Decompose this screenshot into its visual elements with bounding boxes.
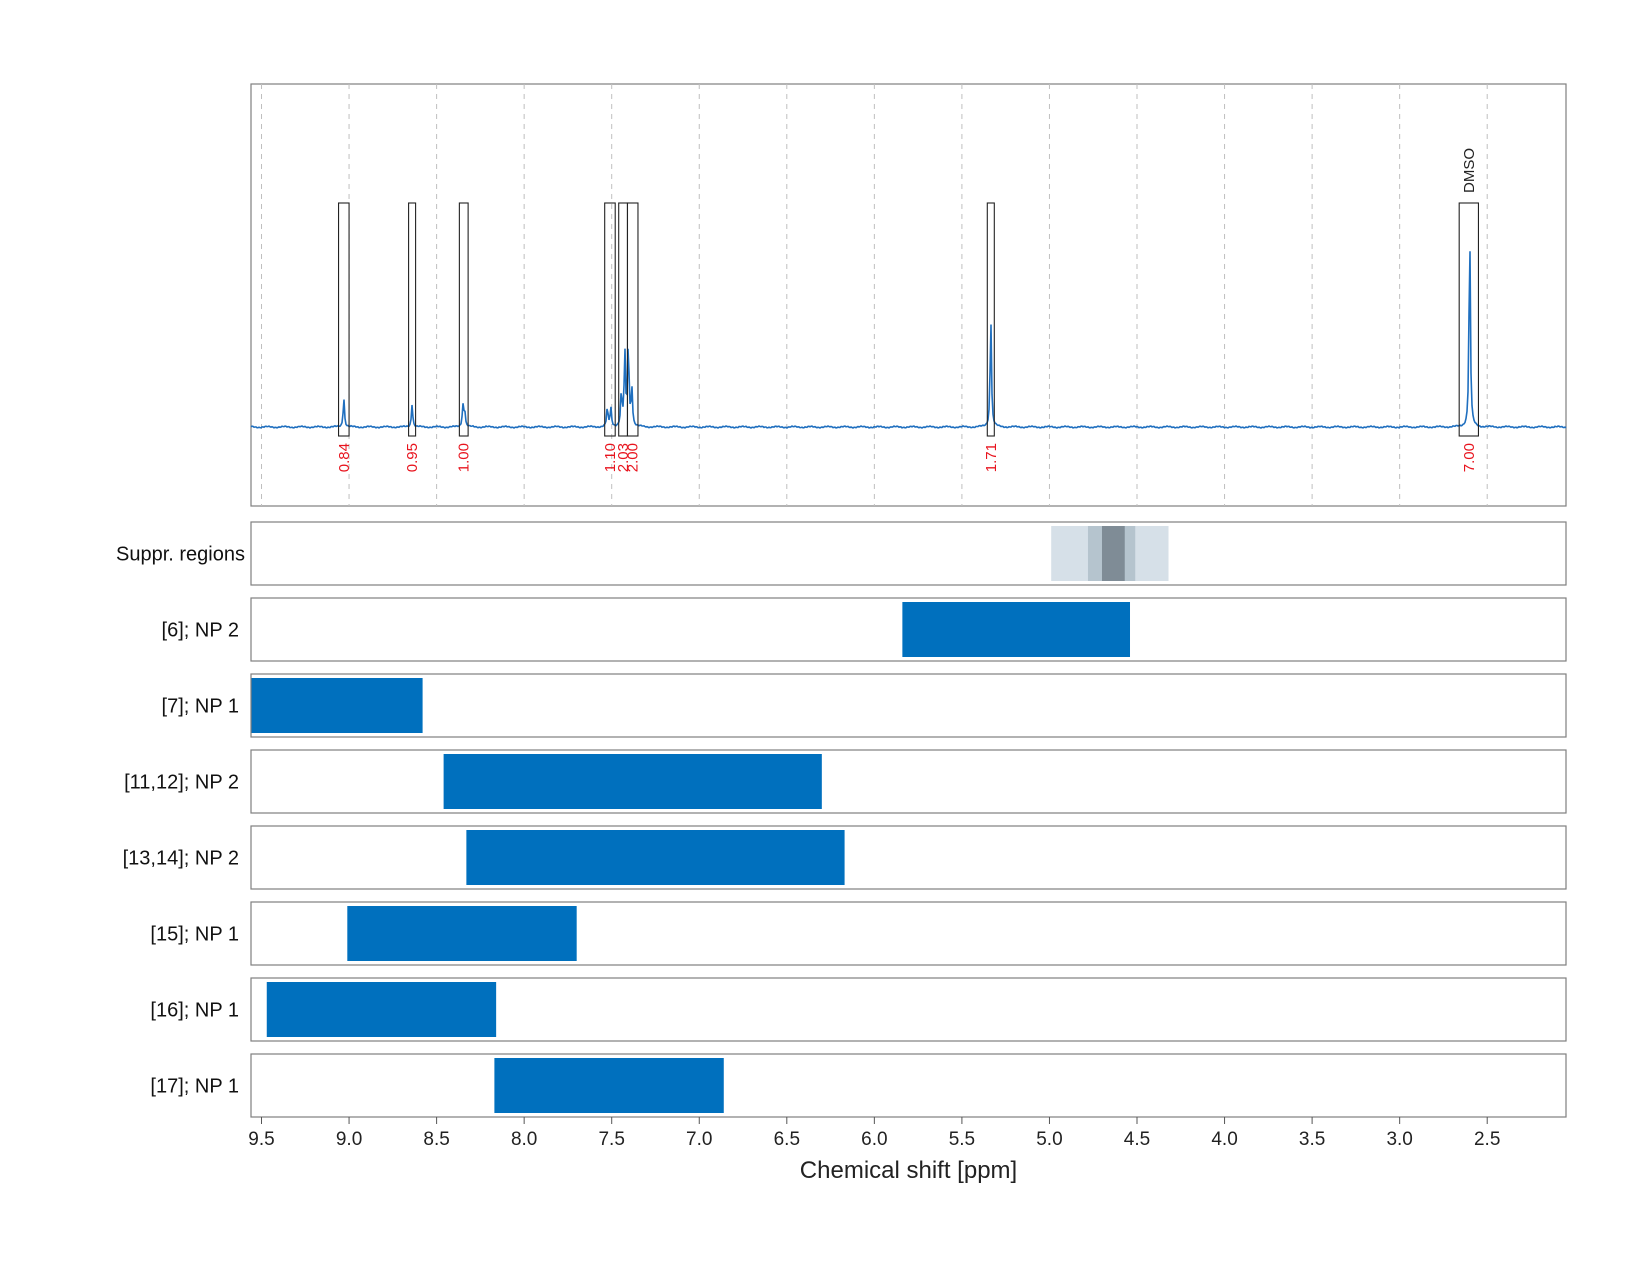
range-bar	[902, 602, 1131, 657]
range-bar	[466, 830, 845, 885]
x-tick-label: 8.5	[423, 1129, 449, 1150]
range-row: [17]; NP 1	[150, 1053, 1567, 1118]
row-label: [16]; NP 1	[150, 1000, 239, 1022]
x-tick-label: 4.5	[1124, 1129, 1150, 1150]
row-label: [11,12]; NP 2	[124, 772, 239, 794]
integration-value: 1.10	[602, 443, 619, 472]
integration-box	[604, 202, 616, 437]
range-row: [6]; NP 2	[162, 597, 1567, 662]
x-axis: 9.5 9.0 8.5 8.0 7.5 7.0 6.5 6.0 5.5 5.0 4.5 4.0 3.5 3…	[248, 1117, 1500, 1184]
row-frame	[250, 1053, 1567, 1118]
range-row: [11,12]; NP 2	[124, 749, 1567, 814]
x-tick-label: 2.5	[1474, 1129, 1500, 1150]
integration-value: 1.00	[456, 443, 473, 472]
integration-box	[408, 202, 417, 437]
suppression-label: Suppr. regions	[116, 544, 245, 566]
x-axis-title: Chemical shift [ppm]	[800, 1157, 1017, 1184]
suppression-band	[1101, 526, 1125, 581]
spectrum-trace	[250, 251, 1567, 429]
range-bar	[251, 678, 423, 733]
x-tick-label: 7.5	[598, 1129, 624, 1150]
integration-box	[986, 202, 995, 437]
peak-annotation: DMSO	[1461, 148, 1478, 193]
x-tick-label: 8.0	[511, 1129, 537, 1150]
x-tick-label: 6.0	[861, 1129, 887, 1150]
x-tick-label: 5.0	[1036, 1129, 1062, 1150]
range-bar	[494, 1058, 724, 1113]
row-frame	[250, 749, 1567, 814]
suppression-frame	[250, 521, 1567, 586]
x-tick-label: 6.5	[774, 1129, 800, 1150]
x-tick-label: 9.5	[248, 1129, 274, 1150]
integration-value: 0.84	[336, 443, 353, 472]
row-frame	[250, 597, 1567, 662]
row-label: [17]; NP 1	[150, 1076, 239, 1098]
integration-value: 1.71	[983, 443, 1000, 472]
row-frame	[250, 825, 1567, 890]
row-frame	[250, 673, 1567, 738]
x-tick-label: 9.0	[336, 1129, 362, 1150]
integration-value: 2.03	[615, 443, 632, 472]
integration-box	[337, 202, 350, 437]
range-bar	[443, 754, 822, 809]
spectrum-panel: 0.84 0.95 1.00 1.102.032.00 1.71 7.00 DMSO	[250, 83, 1567, 507]
integration-value: 7.00	[1461, 443, 1478, 472]
x-tick-label: 5.5	[949, 1129, 975, 1150]
spectrum-frame	[250, 83, 1567, 507]
x-tick-label: 3.5	[1299, 1129, 1325, 1150]
row-label: [15]; NP 1	[150, 924, 239, 946]
integration-value: 0.95	[404, 443, 421, 472]
range-bar	[347, 906, 577, 961]
row-label: [6]; NP 2	[162, 620, 239, 642]
x-tick-label: 3.0	[1386, 1129, 1412, 1150]
x-tick-label: 4.0	[1211, 1129, 1237, 1150]
range-row: [16]; NP 1	[150, 977, 1567, 1042]
row-label: [13,14]; NP 2	[123, 848, 239, 870]
range-row: [13,14]; NP 2	[123, 825, 1567, 890]
range-bar	[266, 982, 497, 1037]
row-frame	[250, 977, 1567, 1042]
integration-box	[458, 202, 469, 437]
range-row: [15]; NP 1	[150, 901, 1567, 966]
row-frame	[250, 901, 1567, 966]
row-label: [7]; NP 1	[162, 696, 239, 718]
range-row: [7]; NP 1	[162, 673, 1567, 738]
suppression-row: Suppr. regions	[116, 521, 1567, 586]
integration-value: 2.00	[625, 443, 642, 472]
integration-box	[626, 202, 639, 437]
integration-box	[1458, 202, 1480, 437]
x-tick-label: 7.0	[686, 1129, 712, 1150]
